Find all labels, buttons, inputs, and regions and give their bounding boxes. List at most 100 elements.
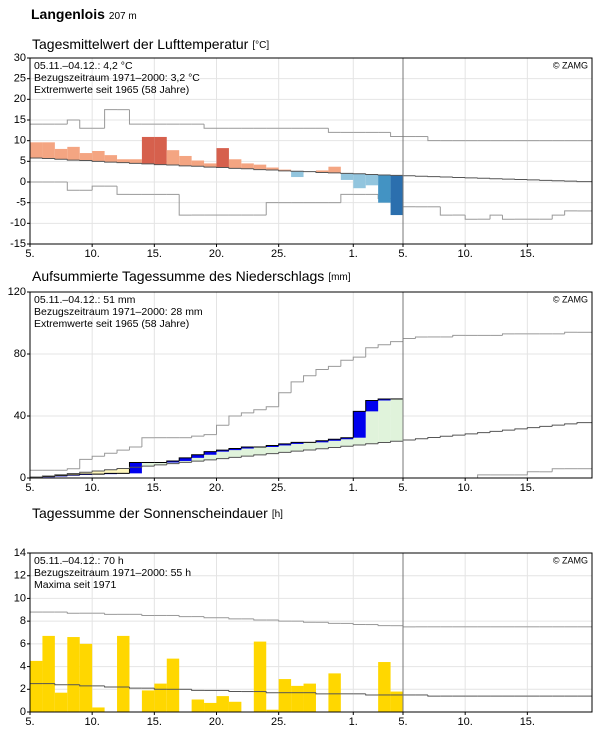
mean-line — [66, 473, 80, 475]
mean-line — [54, 474, 68, 476]
increment-bar — [353, 411, 366, 438]
difference-area — [154, 462, 167, 465]
bar — [253, 641, 267, 712]
difference-area — [291, 442, 304, 452]
mean-line — [228, 456, 242, 459]
increment-bar — [340, 437, 354, 440]
extreme-max-line — [327, 128, 341, 133]
extreme-max-line — [216, 424, 229, 435]
mean-line — [128, 162, 142, 164]
bar — [154, 683, 167, 712]
mean-line — [253, 454, 267, 457]
increment-bar — [315, 440, 329, 443]
unit: [°C] — [252, 40, 269, 51]
mean-line — [79, 684, 93, 687]
mean-line — [54, 158, 68, 160]
cumulative-line — [66, 474, 80, 476]
bar — [266, 709, 279, 712]
maximum-line — [377, 624, 391, 627]
difference-area — [228, 448, 242, 458]
plot-area — [30, 58, 592, 244]
difference-area — [328, 439, 341, 448]
extreme-max-line — [427, 136, 441, 142]
mean-line — [191, 460, 205, 463]
x-tick-label: 15. — [147, 248, 162, 260]
bar — [67, 637, 80, 712]
extreme-max-line — [265, 406, 279, 410]
bar — [92, 707, 105, 712]
extreme-max-line — [203, 124, 217, 129]
bar — [378, 662, 391, 712]
mean-line — [116, 468, 130, 470]
y-tick-label: -10 — [10, 217, 26, 229]
mean-line — [54, 683, 68, 686]
x-tick-label: 15. — [520, 248, 535, 260]
x-tick-label: 10. — [458, 248, 473, 260]
cumulative-line — [216, 449, 229, 452]
cumulative-line — [104, 472, 118, 475]
mean-line — [178, 165, 192, 167]
mean-line — [141, 465, 155, 468]
mean-line — [377, 442, 391, 444]
increment-bar — [278, 443, 292, 446]
increment-bar — [228, 448, 242, 451]
increment-bar — [365, 400, 379, 412]
x-tick-label: 1. — [349, 482, 358, 494]
mean-line — [104, 161, 118, 163]
bar — [191, 160, 205, 167]
extreme-min-line — [178, 194, 192, 216]
bar — [79, 153, 93, 161]
y-tick-label: 6 — [20, 638, 26, 650]
bar — [266, 167, 279, 171]
mean-line — [539, 425, 553, 428]
extreme-min-line — [340, 193, 354, 203]
cumulative-line — [340, 437, 354, 440]
increment-bar — [216, 450, 229, 452]
extreme-max-line — [104, 452, 118, 457]
x-tick-label: 10. — [85, 716, 100, 728]
x-tick-label: 25. — [271, 482, 286, 494]
extreme-max-line — [390, 341, 404, 345]
extreme-max-line — [315, 369, 329, 376]
bar — [340, 173, 354, 180]
y-tick-label: 4 — [20, 660, 26, 672]
difference-area — [340, 437, 354, 447]
y-tick-label: 5 — [20, 155, 26, 167]
extreme-min-line — [265, 202, 279, 216]
mean-line — [303, 449, 316, 452]
mean-line — [153, 464, 167, 467]
difference-area — [204, 451, 217, 460]
difference-area — [216, 450, 229, 459]
bar — [378, 174, 391, 203]
extreme-max-line — [365, 347, 379, 358]
extreme-min-line — [477, 474, 491, 478]
difference-area — [378, 398, 391, 443]
increment-bar — [378, 398, 391, 401]
y-tick-label: 120 — [8, 286, 26, 298]
bar — [390, 691, 404, 712]
bar — [129, 159, 142, 164]
bar — [166, 150, 180, 166]
bar — [278, 169, 292, 171]
bar — [315, 170, 329, 173]
extreme-max-line — [377, 344, 391, 348]
bar — [204, 163, 217, 168]
maximum-line — [352, 623, 366, 626]
maximum-line — [66, 612, 80, 614]
bar — [141, 690, 155, 712]
plot-frame — [29, 552, 593, 713]
mean-line — [526, 427, 540, 429]
header: Langenlois 207 m — [31, 6, 137, 22]
cumulative-line — [228, 448, 242, 451]
mean-line — [327, 446, 341, 449]
extreme-min-line — [116, 186, 130, 195]
y-tick-label: 40 — [14, 410, 26, 422]
mean-line — [290, 450, 304, 453]
mean-line — [128, 687, 142, 689]
chart-title: Tagesmittelwert der Lufttemperatur [°C] — [32, 36, 269, 52]
bar — [253, 164, 267, 170]
bar — [117, 635, 130, 712]
x-tick-label: 15. — [520, 482, 535, 494]
bar — [390, 175, 404, 216]
